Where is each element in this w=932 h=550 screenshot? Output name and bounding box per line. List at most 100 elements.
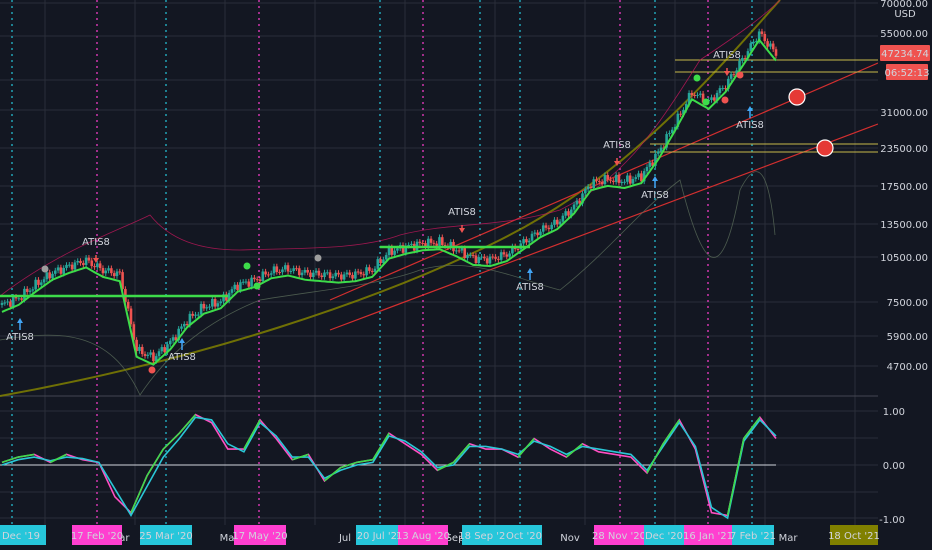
candle-body: [348, 272, 352, 275]
signal-label: ATIS8: [82, 237, 110, 248]
candle-body: [390, 247, 394, 255]
candle-body: [729, 74, 733, 79]
candle-body: [527, 240, 531, 243]
candle-body: [443, 244, 447, 247]
candle-body: [337, 272, 340, 275]
signal-label: ATIS8: [6, 332, 34, 343]
candle-body: [449, 241, 452, 248]
candle-body: [239, 282, 242, 291]
candle-body: [73, 262, 77, 270]
candle-body: [140, 346, 144, 355]
candle-body: [292, 268, 295, 271]
candle-body: [255, 279, 259, 281]
date-chip: [732, 525, 774, 545]
candle-body: [68, 264, 71, 266]
date-chip: [140, 525, 192, 545]
candle-body: [404, 245, 408, 253]
candle-body: [690, 92, 694, 96]
date-chip-label: 20 Jul '20: [357, 531, 404, 542]
candle-body: [48, 272, 51, 279]
candle-body: [645, 166, 649, 172]
osc-rising-segment: [372, 432, 390, 461]
candle-body: [757, 31, 761, 42]
candle-body: [474, 255, 478, 264]
osc-rising-segment: [662, 419, 680, 445]
candle-body: [272, 266, 276, 274]
candle-body: [112, 273, 116, 277]
candle-body: [205, 307, 209, 309]
candle-body: [555, 219, 559, 225]
candle-body: [283, 265, 287, 270]
price-badge: [880, 45, 930, 61]
candle-body: [331, 276, 335, 279]
price-tick-label: 4700.00: [887, 362, 928, 373]
candle-body: [84, 257, 88, 265]
candle-body: [264, 271, 267, 275]
signal-label: ATIS8: [168, 352, 196, 363]
date-chip-label: 7 Feb '21: [730, 531, 776, 542]
signal-arrow-down-icon: [93, 258, 99, 263]
candle-body: [426, 238, 430, 248]
candle-body: [326, 272, 329, 274]
candle-body: [261, 271, 265, 281]
candle-body: [368, 267, 371, 271]
candle-body: [460, 248, 464, 251]
price-badge-label: 47234.74: [881, 49, 929, 60]
candle-body: [606, 175, 610, 180]
candle-body: [485, 258, 489, 264]
price-tick-label: 55000.00: [880, 29, 928, 40]
candle-body: [455, 250, 458, 252]
candle-body: [581, 193, 584, 204]
candle-body: [373, 268, 377, 272]
price-axis[interactable]: 70000.00 55000.00 31000.00 23500.00 17500.00…: [878, 0, 932, 550]
candle-body: [39, 282, 43, 285]
candle-body: [289, 270, 293, 272]
candle-body: [45, 272, 49, 280]
candle-body: [328, 272, 332, 279]
date-chip-label: 18 Sep '20: [458, 531, 511, 542]
candle-body: [499, 252, 503, 260]
osc-rising-segment: [726, 438, 745, 516]
date-chip: [234, 525, 286, 545]
date-chip-label: 28 Nov '20: [592, 531, 646, 542]
candle-body: [222, 294, 225, 302]
candle-body: [56, 267, 60, 271]
candle-body: [258, 279, 262, 281]
candle-body: [166, 344, 169, 353]
osc-rising-segment: [323, 467, 342, 482]
time-tick-label: Jul: [338, 533, 351, 544]
signal-arrow-up-icon: [652, 176, 658, 181]
candle-body: [146, 354, 150, 356]
candle-body: [90, 260, 94, 267]
time-tick-label: Nov: [560, 533, 580, 544]
candle-body: [362, 274, 366, 276]
candle-body: [6, 301, 9, 303]
trailing-stop-line: [1, 38, 777, 366]
osc-tick-label: -1.00: [879, 515, 905, 526]
candle-body: [626, 175, 629, 182]
candle-body: [317, 270, 321, 276]
signal-arrow-down-icon: [724, 71, 730, 76]
candle-body: [642, 171, 646, 182]
candle-body: [37, 279, 40, 285]
price-tick-label: 5900.00: [887, 332, 928, 343]
candle-body: [432, 242, 436, 244]
candle-body: [152, 352, 155, 362]
candle-body: [631, 178, 635, 184]
candle-body: [177, 328, 180, 341]
candle-body: [586, 186, 590, 190]
candle-body: [743, 58, 747, 60]
candle-body: [609, 179, 612, 181]
price-axis-bg: [878, 0, 932, 550]
osc-rising-segment: [437, 461, 454, 472]
candle-body: [87, 257, 91, 261]
candle-body: [160, 347, 164, 352]
candle-body: [354, 271, 357, 279]
candle-body: [569, 209, 573, 216]
price-tick-label: 10500.00: [880, 253, 928, 264]
candle-body: [665, 134, 668, 148]
candle-body: [157, 351, 161, 357]
osc-rising-segment: [646, 443, 664, 474]
